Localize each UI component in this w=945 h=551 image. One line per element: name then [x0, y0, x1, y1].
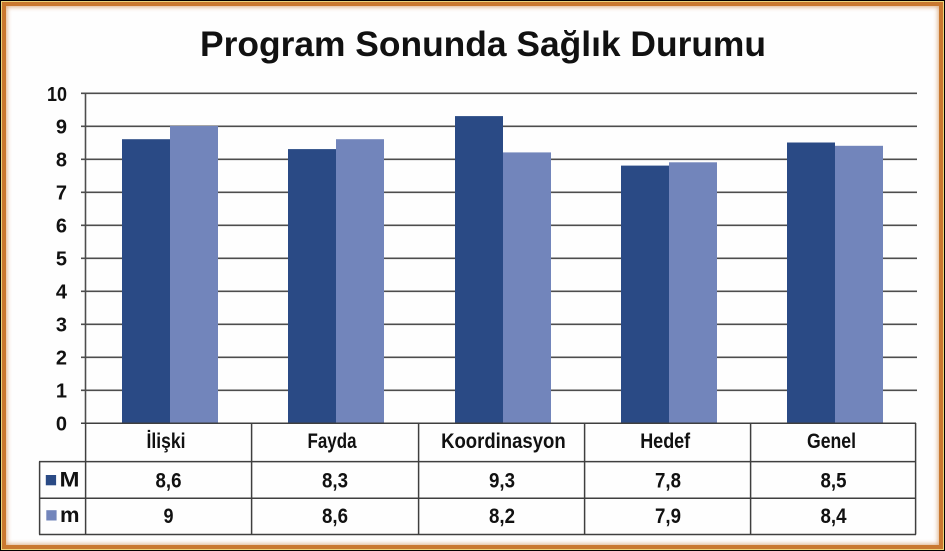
svg-text:5: 5	[56, 248, 67, 270]
svg-text:7: 7	[56, 182, 67, 204]
svg-text:9: 9	[164, 505, 174, 528]
svg-text:7,9: 7,9	[655, 505, 681, 528]
svg-text:6: 6	[56, 215, 67, 237]
svg-text:M: M	[60, 469, 80, 492]
svg-text:9: 9	[56, 116, 67, 138]
svg-text:Koordinasyon: Koordinasyon	[441, 430, 566, 453]
svg-text:Program Sonunda Sağlık Durumu: Program Sonunda Sağlık Durumu	[200, 25, 766, 64]
svg-text:9,3: 9,3	[489, 470, 515, 493]
svg-text:3: 3	[56, 314, 67, 336]
svg-text:4: 4	[56, 281, 68, 303]
svg-text:8,3: 8,3	[322, 470, 348, 493]
svg-text:Fayda: Fayda	[308, 430, 357, 453]
svg-text:8,6: 8,6	[156, 470, 182, 493]
svg-text:0: 0	[56, 413, 67, 435]
svg-text:7,8: 7,8	[655, 470, 681, 493]
svg-text:8,6: 8,6	[322, 505, 348, 528]
svg-text:m: m	[60, 504, 80, 527]
svg-text:Genel: Genel	[807, 430, 856, 453]
svg-text:Hedef: Hedef	[640, 430, 691, 453]
svg-text:10: 10	[47, 84, 67, 106]
svg-text:8,5: 8,5	[821, 470, 847, 493]
svg-text:İlişki: İlişki	[147, 430, 186, 453]
svg-text:8,2: 8,2	[489, 505, 515, 528]
svg-text:8: 8	[56, 149, 67, 171]
svg-text:2: 2	[56, 347, 67, 369]
svg-text:8,4: 8,4	[821, 505, 847, 528]
svg-text:1: 1	[56, 380, 67, 402]
